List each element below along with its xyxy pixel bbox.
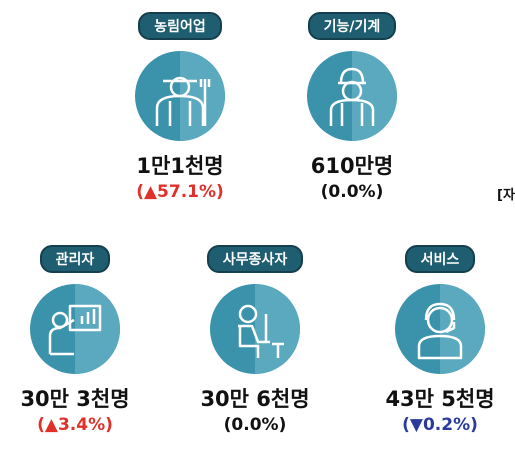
amount: 1만1천명 [136, 154, 224, 178]
icon [395, 284, 485, 374]
icon [307, 51, 397, 141]
category-label: 기능/기계 [307, 12, 397, 40]
category-label: 서비스 [404, 245, 476, 273]
item: 농림어업 1만1천명 (▲57.1%) [90, 12, 270, 202]
icon [135, 51, 225, 141]
category-label: 농림어업 [138, 12, 222, 40]
amount: 30만 6천명 [200, 387, 310, 411]
amount: 610만명 [310, 154, 394, 178]
change: (0.0%) [223, 415, 287, 435]
side-note: [자 [497, 188, 515, 203]
icon [30, 284, 120, 374]
change: (▲57.1%) [136, 182, 224, 202]
amount: 43만 5천명 [385, 387, 495, 411]
icon [210, 284, 300, 374]
change: (▲3.4%) [37, 415, 113, 435]
category-label: 사무종사자 [206, 245, 304, 273]
category-label: 관리자 [39, 245, 111, 273]
item: 기능/기계 610만명 (0.0%) [262, 12, 442, 202]
item: 서비스 43만 5천명 (▼0.2%) [350, 245, 515, 435]
item: 사무종사자 30만 6천명 (0.0%) [165, 245, 345, 435]
item: 관리자 30만 3천명 (▲3.4%) [0, 245, 165, 435]
amount: 30만 3천명 [20, 387, 130, 411]
change: (0.0%) [320, 182, 384, 202]
change: (▼0.2%) [402, 415, 478, 435]
